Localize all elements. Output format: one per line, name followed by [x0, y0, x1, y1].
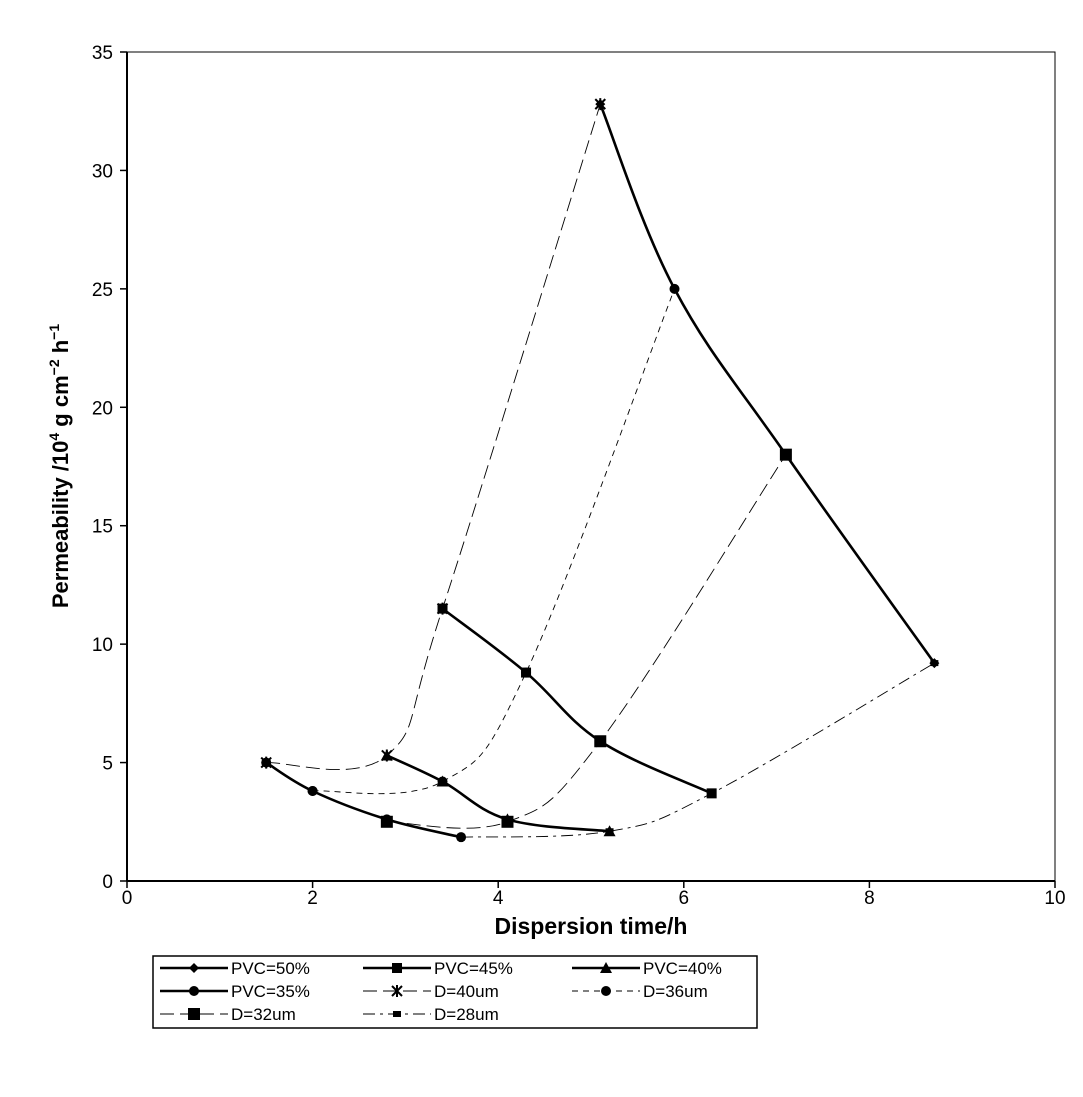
data-point-d-32um	[380, 815, 393, 828]
y-tick-label: 0	[102, 872, 113, 893]
y-tick-label: 20	[92, 398, 113, 419]
x-tick-label: 10	[1044, 888, 1065, 909]
legend-label-pvc-45-: PVC=45%	[434, 959, 513, 978]
data-point-d-28um	[707, 790, 716, 797]
series-line-pvc-50-	[599, 103, 936, 664]
series-line-pvc-45-	[441, 607, 713, 795]
legend-marker-pvc-35-	[189, 986, 199, 996]
legend-label-pvc-35-: PVC=35%	[231, 982, 310, 1001]
axes: 0 2 4 6 8 10 0 5 10 15 20 25 30 35	[92, 43, 1066, 909]
legend-marker-pvc-45-	[392, 963, 402, 973]
series-lines	[265, 103, 936, 839]
series-line-d-40um	[266, 103, 601, 770]
y-axis-label: Permeability /104 g cm−2 h−1	[46, 324, 73, 609]
y-tick-label: 15	[92, 517, 113, 538]
legend-marker-pvc-50-	[189, 963, 199, 973]
legend-label-d-36um: D=36um	[643, 982, 708, 1001]
data-point-d-36um	[521, 667, 532, 678]
data-point-d-40um	[381, 749, 393, 762]
series-line-d-28um	[461, 662, 935, 838]
x-tick-label: 4	[493, 888, 504, 909]
series-line-pvc-35-	[265, 761, 462, 839]
legend-label-d-32um: D=32um	[231, 1005, 296, 1024]
x-axis-label: Dispersion time/h	[495, 913, 688, 939]
y-tick-label: 25	[92, 280, 113, 301]
x-tick-label: 8	[864, 888, 875, 909]
legend-marker-pvc-40-	[600, 962, 612, 973]
data-point-d-28um	[930, 660, 939, 667]
data-point-d-36um	[307, 785, 318, 796]
legend-label-pvc-40-: PVC=40%	[643, 959, 722, 978]
data-point-d-40um	[594, 98, 606, 111]
data-point-d-28um	[605, 828, 614, 835]
data-point-d-32um	[501, 815, 514, 828]
y-tick-label: 30	[92, 161, 113, 182]
data-point-d-40um	[436, 602, 449, 615]
data-point-d-28um	[457, 834, 466, 841]
legend-label-pvc-50-: PVC=50%	[231, 959, 310, 978]
y-tick-label: 10	[92, 635, 113, 656]
legend-label-d-40um: D=40um	[434, 982, 499, 1001]
x-tick-label: 0	[122, 888, 133, 909]
legend-marker-d-36um	[601, 986, 611, 996]
legend-marker-d-32um	[188, 1008, 200, 1020]
data-point-d-40um	[260, 756, 272, 769]
data-point-d-32um	[779, 448, 792, 461]
y-tick-label: 5	[102, 754, 113, 775]
y-tick-label: 35	[92, 43, 113, 64]
legend: PVC=50% PVC=45% PVC=40% PVC=35% D=40um D=36um…	[152, 955, 758, 1029]
series-line-d-36um	[312, 288, 675, 795]
legend-label-d-28um: D=28um	[434, 1005, 499, 1024]
series-line-d-32um	[386, 454, 787, 829]
legend-marker-d-40um	[391, 985, 403, 997]
legend-box	[152, 955, 758, 1029]
legend-marker-d-28um	[393, 1011, 401, 1017]
data-point-d-32um	[594, 735, 607, 748]
data-point-d-36um	[437, 776, 448, 787]
series-markers	[260, 98, 940, 843]
x-tick-label: 2	[307, 888, 318, 909]
data-point-d-36um	[669, 283, 680, 294]
x-tick-label: 6	[679, 888, 690, 909]
series-line-pvc-40-	[386, 754, 610, 833]
